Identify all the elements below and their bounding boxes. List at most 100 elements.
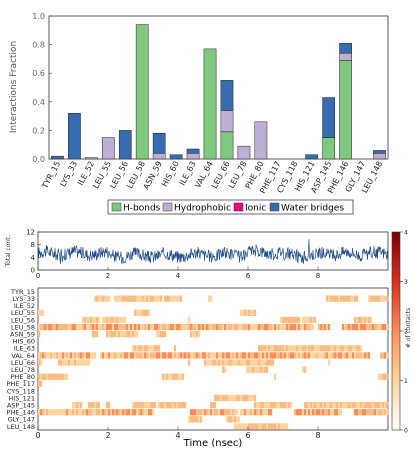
heatmap-cell-val-64	[102, 352, 105, 359]
heatmap-cell-phe-146	[384, 409, 387, 416]
heatmap-cell-leu-55	[242, 309, 245, 316]
heatmap-cell-asn-59	[110, 331, 113, 338]
heatmap-cell-asn-59	[122, 331, 125, 338]
heatmap-cell-phe-146	[80, 409, 83, 416]
heatmap-cell-ile-63	[334, 345, 337, 352]
heatmap-cell-phe-146	[374, 409, 377, 416]
heatmap-cell-phe-146	[108, 409, 111, 416]
heatmap-cell-leu-58	[324, 323, 327, 331]
heatmap-cell-leu-58	[112, 323, 115, 331]
heatmap-cell-leu-56	[310, 316, 313, 324]
heatmap-cell-leu-66	[216, 359, 219, 366]
heatmap-cell-leu-56	[356, 316, 359, 324]
heatmap-cell-phe-146	[268, 409, 271, 416]
heatmap-cell-leu-56	[104, 316, 107, 324]
heatmap-cell-leu-148	[240, 423, 243, 430]
heatmap-cell-leu-56	[84, 316, 87, 324]
bar-hydrophobic-ile-63	[186, 153, 200, 160]
heatmap-cell-leu-66	[228, 359, 231, 366]
heatmap-cell-ile-63	[332, 345, 335, 352]
heatmap-cell-val-64	[60, 352, 63, 359]
heatmap-cell-leu-56	[358, 316, 361, 324]
bar-y-axis-label: Interactions Fraction	[9, 41, 19, 133]
heatmap-cell-leu-58	[196, 323, 199, 331]
heatmap-cell-val-64	[292, 352, 295, 359]
total-contacts-line-chart: 0 4 8 12 Total cont. 0 2 4 6 8	[5, 229, 389, 280]
heatmap-cell-leu-55	[146, 309, 149, 316]
heatmap-cell-lys-33	[160, 295, 163, 302]
heatmap-cell-ile-63	[288, 345, 291, 352]
heatmap-cell-leu-56	[82, 316, 85, 324]
heatmap-cell-lys-33	[176, 295, 179, 302]
heatmap-cell-phe-80	[60, 373, 63, 380]
heatmap-cell-phe-146	[322, 409, 325, 416]
heatmap-cell-phe-146	[340, 409, 343, 416]
heatmap-cell-lys-33	[382, 295, 385, 302]
heatmap-cell-ile-63	[264, 345, 267, 352]
heatmap-cell-phe-80	[50, 373, 53, 380]
heatmap-cell-phe-146	[316, 409, 319, 416]
heatmap-cell-val-64	[228, 352, 231, 359]
heatmap-cell-phe-146	[270, 409, 273, 416]
heatmap-cell-leu-66	[62, 359, 65, 366]
heatmap-cell-gly-147	[236, 416, 239, 423]
heatmap-cell-val-64	[234, 352, 237, 359]
legend-swatch-water-bridges	[269, 202, 280, 212]
heatmap-cell-val-64	[84, 352, 87, 359]
heatmap-cell-val-64	[216, 352, 219, 359]
heatmap-cell-phe-146	[110, 409, 113, 416]
heatmap-cell-phe-80	[164, 373, 167, 380]
heatmap-cell-leu-55	[254, 309, 257, 316]
heatmap-cell-gly-147	[232, 416, 235, 423]
heatmap-cell-leu-148	[262, 423, 265, 430]
heatmap-cell-ile-63	[284, 345, 287, 352]
bar-hydrophobic-asn-59	[152, 153, 166, 160]
heatmap-cell-val-64	[208, 352, 211, 359]
heatmap-cell-ile-63	[258, 345, 261, 352]
heatmap-cell-gly-147	[194, 416, 197, 423]
heatmap-cell-phe-117	[38, 380, 41, 387]
heatmap-cell-gly-147	[192, 416, 195, 423]
bar-hydrophobic-leu-148	[373, 153, 386, 160]
heatmap-cell-leu-58	[88, 323, 91, 331]
heatmap-cell-val-64	[184, 352, 187, 359]
heatmap-cell-leu-58	[268, 323, 271, 331]
heatmap-cell-phe-146	[150, 409, 153, 416]
heatmap-cell-phe-146	[358, 409, 361, 416]
bar-water-bridges-leu-56	[118, 130, 132, 160]
heatmap-cell-val-64	[124, 352, 127, 359]
heatmap-cell-phe-80	[182, 373, 185, 380]
heatmap-cell-his-121	[254, 394, 257, 402]
heatmap-cell-phe-80	[166, 373, 169, 380]
heatmap-cell-lys-33	[130, 295, 133, 302]
heatmap-cell-ile-63	[308, 345, 311, 352]
heatmap-cell-asp-145	[158, 402, 161, 409]
heatmap-cell-leu-56	[102, 316, 105, 324]
heatmap-cell-val-64	[286, 352, 289, 359]
heatmap-cell-leu-58	[352, 323, 355, 331]
heatmap-cell-phe-146	[86, 409, 89, 416]
heatmap-cell-leu-78	[260, 366, 263, 373]
heatmap-cell-ile-63	[316, 345, 319, 352]
heatmap-cell-leu-58	[284, 323, 287, 331]
heatmap-cell-leu-55	[136, 309, 139, 316]
heatmap-cell-ile-63	[320, 345, 323, 352]
heatmap-cell-leu-56	[308, 316, 311, 324]
bar-y-tick-label: 0.0	[32, 155, 45, 164]
heatmap-cell-phe-146	[140, 409, 143, 416]
heatmap-cell-asp-145	[308, 402, 311, 409]
heatmap-cell-leu-66	[272, 359, 275, 366]
heatmap-cell-leu-148	[256, 423, 259, 430]
heatmap-cell-leu-58	[236, 323, 239, 331]
heatmap-cell-his-121	[242, 394, 245, 402]
heatmap-cell-gly-147	[228, 416, 231, 423]
heatmap-cell-asp-145	[212, 402, 215, 409]
heatmap-cell-leu-56	[294, 316, 297, 324]
heatmap-cell-leu-58	[366, 323, 369, 331]
heatmap-cell-phe-146	[314, 409, 317, 416]
heatmap-cell-val-64	[312, 352, 315, 359]
heatmap-cell-leu-58	[122, 323, 125, 331]
legend-label-hydrophobic: Hydrophobic	[174, 204, 231, 214]
heatmap-cell-val-64	[152, 352, 155, 359]
heatmap-cell-ile-63	[360, 345, 363, 352]
